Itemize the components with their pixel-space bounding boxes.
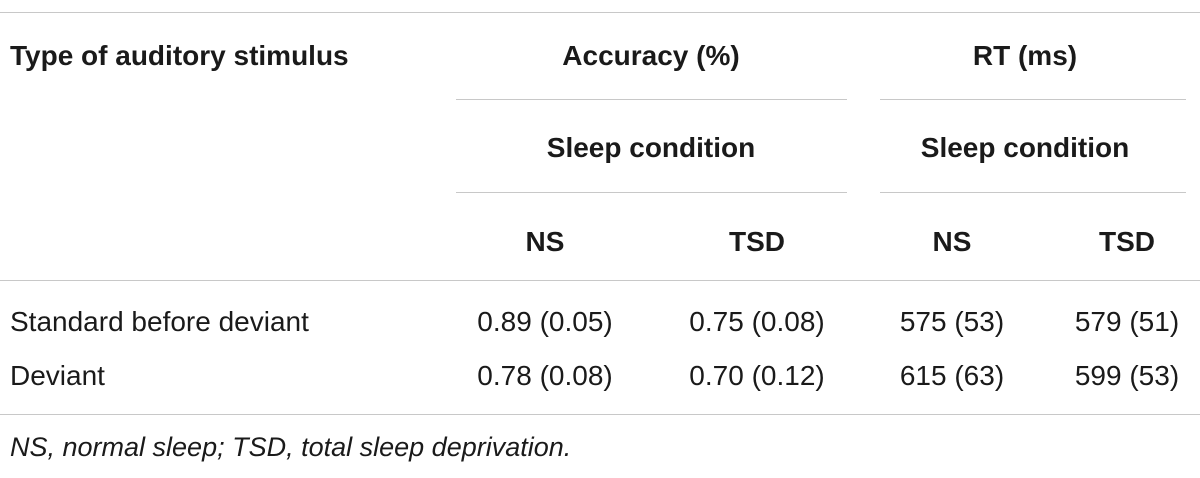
rt-sub-rule [880, 192, 1186, 193]
accuracy-group-header: Accuracy (%) [562, 40, 740, 71]
table-cell: 575 (53) [899, 306, 1005, 337]
accuracy-tsd-header: TSD [729, 226, 785, 257]
table-bottom-rule [0, 414, 1200, 415]
table-cell: 0.75 (0.08) [689, 306, 825, 337]
table-cell: 579 (51) [1074, 306, 1180, 337]
accuracy-sleep-condition-header: Sleep condition [546, 132, 756, 163]
table-cell: 0.89 (0.05) [477, 306, 613, 337]
accuracy-sub-rule [456, 192, 847, 193]
accuracy-ns-header: NS [525, 226, 565, 257]
row-label: Standard before deviant [10, 306, 309, 337]
accuracy-group-rule [456, 99, 847, 100]
rt-tsd-header: TSD [1099, 226, 1155, 257]
stimulus-column-header: Type of auditory stimulus [10, 40, 349, 71]
table-footnote: NS, normal sleep; TSD, total sleep depri… [10, 432, 572, 462]
rt-group-header: RT (ms) [972, 40, 1078, 71]
row-label: Deviant [10, 360, 105, 391]
table-cell: 615 (63) [899, 360, 1005, 391]
table-cell: 599 (53) [1074, 360, 1180, 391]
table-cell: 0.78 (0.08) [477, 360, 613, 391]
rt-sleep-condition-header: Sleep condition [920, 132, 1130, 163]
header-bottom-rule [0, 280, 1200, 281]
rt-group-rule [880, 99, 1186, 100]
table-cell: 0.70 (0.12) [689, 360, 825, 391]
top-rule [0, 12, 1200, 13]
rt-ns-header: NS [932, 226, 972, 257]
